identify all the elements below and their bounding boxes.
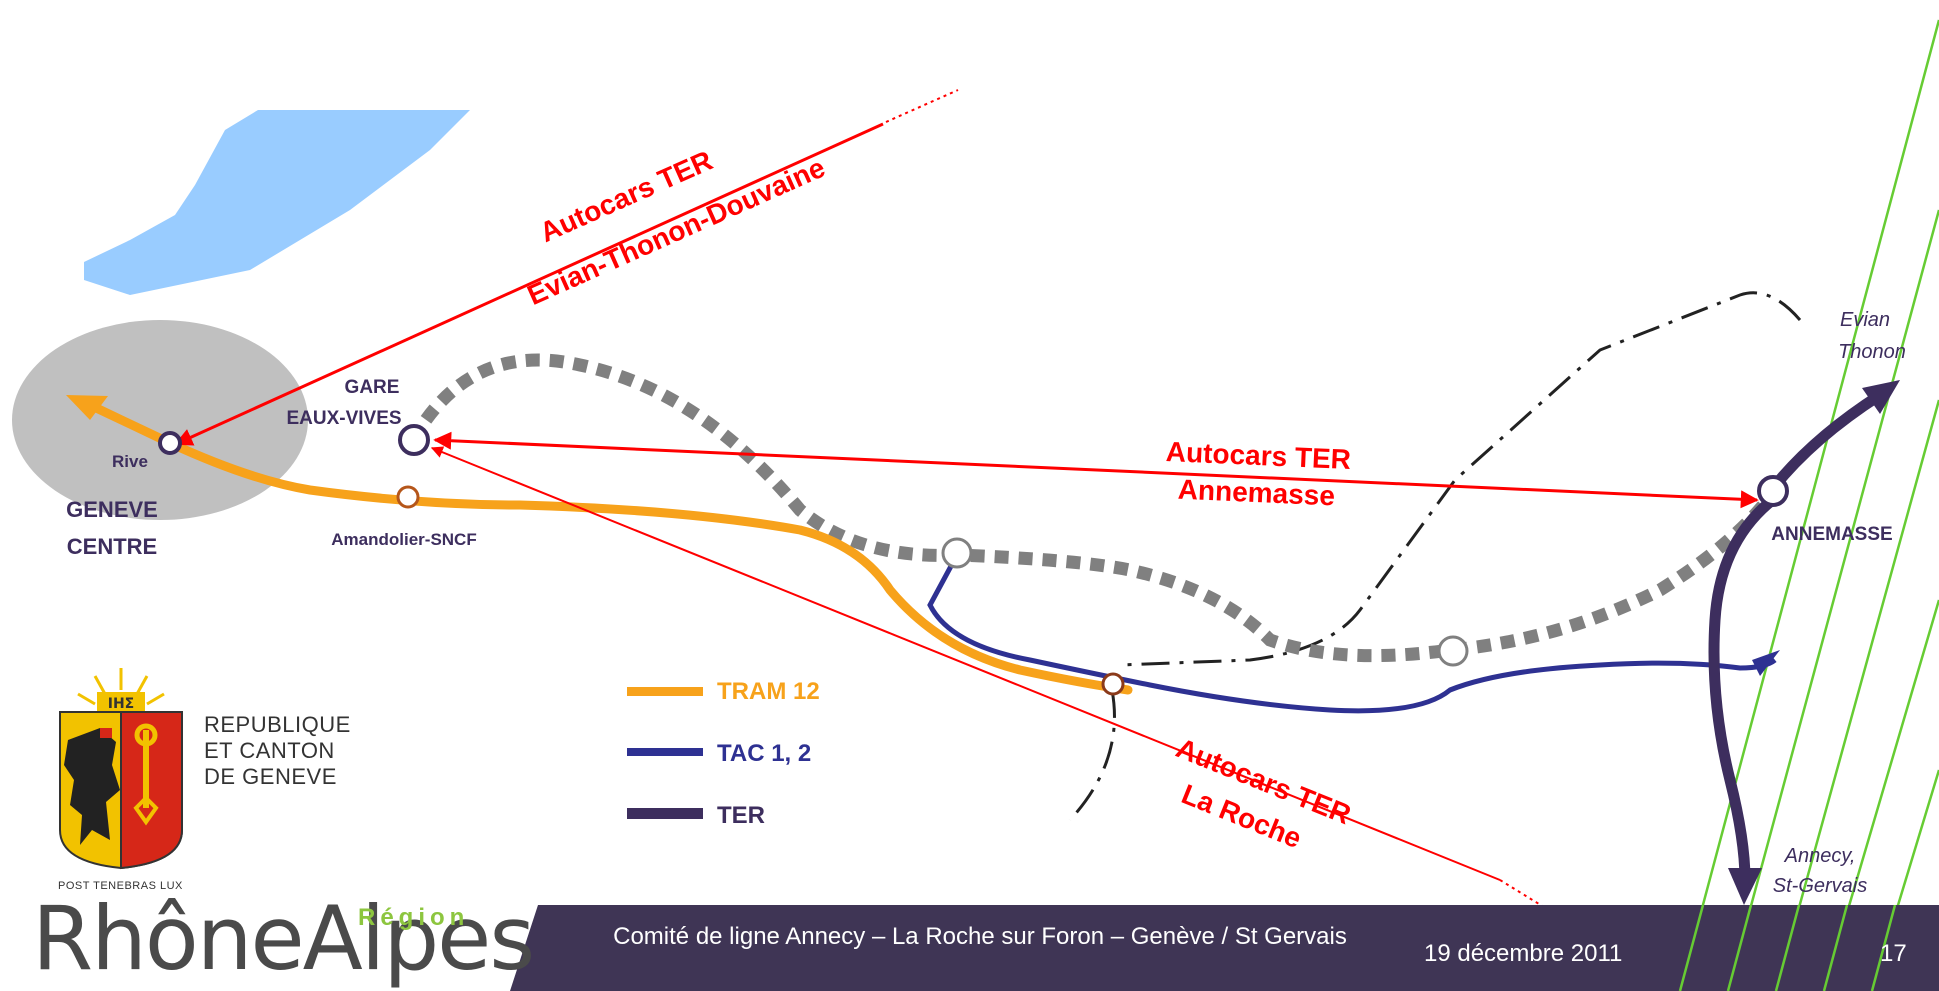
footer-date: 19 décembre 2011 [1424,940,1623,967]
label-amandolier: Amandolier-SNCF [331,530,476,549]
ter-line-south [1708,492,1781,886]
label-gare-line1: GARE [345,377,400,398]
sun-text: IHΣ [108,696,135,712]
label-annecy-line2: St-Gervais [1773,875,1867,897]
rhone-alpes-region-word: Région [358,904,470,931]
station-gare-eaux-vives[interactable] [398,424,430,456]
bus-route-annemasse [433,431,1759,509]
footer-page-number: 17 [1880,940,1907,967]
legend-swatch-tac [627,748,703,756]
station-planned-2[interactable] [1437,635,1469,667]
tram-12-arrowhead [66,395,108,420]
ter-arrow-south [1728,868,1762,905]
label-evian-line2: Thonon [1838,341,1906,363]
geneve-centre-zone [12,320,308,520]
lake-shape [84,110,470,295]
existing-rail-branch [1068,689,1116,822]
legend-swatch-tram [627,687,703,696]
legend-label-ter: TER [717,802,765,829]
rhone-alpes-logo: RhôneAlpes [32,887,535,990]
tram-12-west [88,400,172,448]
footer-title: Comité de ligne Annecy – La Roche sur Fo… [613,923,1347,950]
station-tram-terminus[interactable] [1101,672,1125,696]
geneve-coat-of-arms: IHΣ [59,668,183,870]
tac-arrowhead [1752,650,1780,676]
station-planned-1[interactable] [941,537,973,569]
label-rive: Rive [112,452,148,471]
geneve-text-line1: REPUBLIQUE [204,712,351,737]
station-rive[interactable] [158,431,182,455]
label-bus-annemasse-line1: Autocars TER [1165,436,1351,475]
label-gare-line2: EAUX-VIVES [286,408,401,429]
label-geneve-line2: CENTRE [67,534,157,559]
existing-rail-line [1119,291,1802,667]
station-annemasse[interactable] [1757,475,1789,507]
legend-label-tram: TRAM 12 [717,678,820,705]
sun-rays [77,668,165,706]
legend: TRAM 12 TAC 1, 2 TER [627,678,820,829]
legend-label-tac: TAC 1, 2 [717,740,811,767]
bus-route-evian-dotted [885,89,959,123]
geneve-institution-text: REPUBLIQUE ET CANTON DE GENEVE [204,712,351,790]
geneve-text-line3: DE GENEVE [204,764,337,789]
geneve-text-line2: ET CANTON [204,738,335,763]
geneve-motto: POST TENEBRAS LUX [58,880,183,892]
legend-swatch-ter [627,808,703,819]
label-bus-annemasse-line2: Annemasse [1177,474,1335,512]
station-amandolier[interactable] [396,485,420,509]
label-geneve-line1: GENEVE [66,497,158,522]
label-evian-line1: Evian [1840,309,1890,331]
bus-route-evian [174,122,884,446]
eagle-shape [64,728,120,845]
footer-bar [510,905,1939,991]
bus-route-laroche [430,446,1501,881]
key-shape [133,723,159,826]
tram-12-line [165,438,1133,695]
planned-ceva-line [407,353,1781,663]
ter-arrow-north [1862,380,1900,414]
label-annemasse: ANNEMASSE [1771,524,1892,545]
label-annecy-line1: Annecy, [1784,845,1856,867]
tac-line [927,553,1777,714]
